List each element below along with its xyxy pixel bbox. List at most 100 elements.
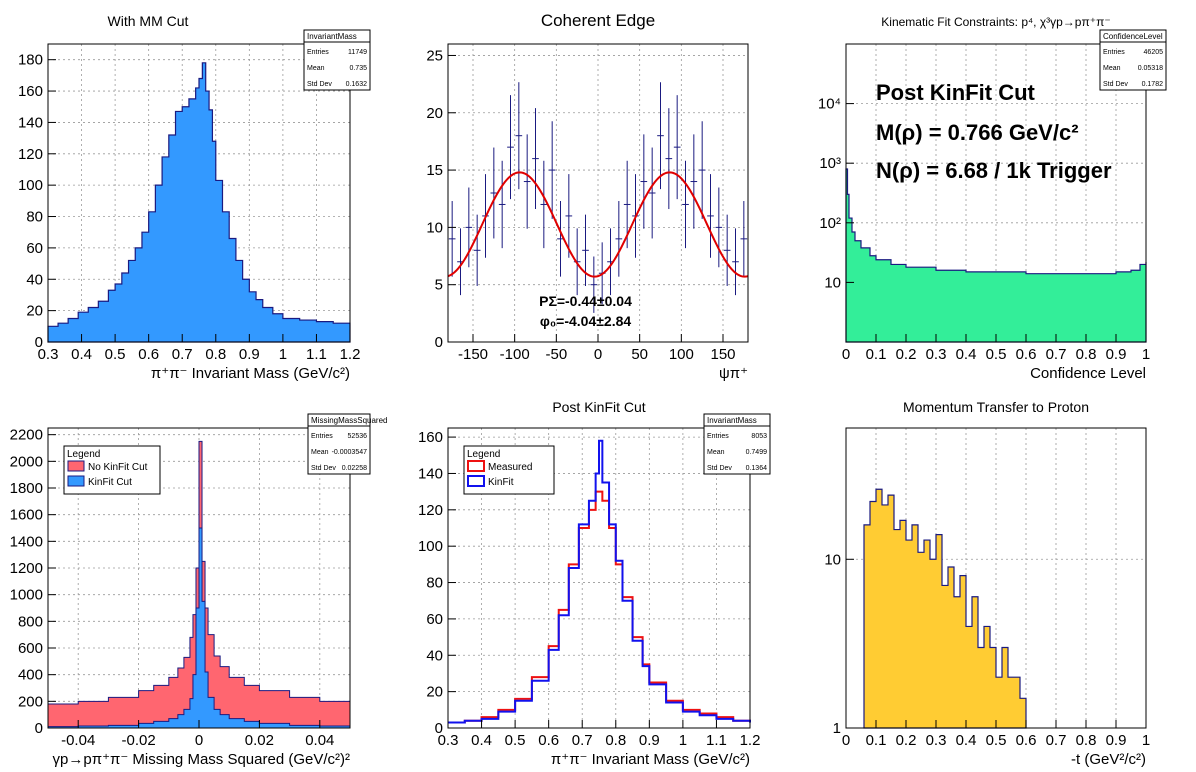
legend-label: Measured	[488, 462, 532, 473]
y-tick-label: 80	[26, 209, 43, 226]
stats-box-frame	[703, 413, 771, 475]
x-tick-label: 0.7	[1046, 346, 1067, 363]
legend-label: KinFit Cut	[88, 477, 132, 488]
x-tick-label: 0.8	[1076, 732, 1097, 749]
stats-value: 0.1782	[1142, 81, 1164, 88]
x-tick-label: 1	[1142, 732, 1150, 749]
x-tick-label: 0.7	[172, 346, 193, 363]
stats-value: -0.0003547	[332, 449, 368, 456]
x-tick-label: 0.7	[572, 732, 593, 749]
x-tick-label: 0.6	[538, 732, 559, 749]
x-tick-label: 0.6	[1016, 346, 1037, 363]
x-tick-label: 0.8	[605, 732, 626, 749]
x-tick-label: 0.3	[926, 732, 947, 749]
chart-title: Momentum Transfer to Proton	[903, 399, 1089, 415]
x-tick-label: 0.5	[105, 346, 126, 363]
stats-label: Std Dev	[307, 81, 332, 88]
x-tick-label: 0.9	[1106, 732, 1127, 749]
x-tick-label: 0.02	[245, 732, 274, 749]
stats-label: Std Dev	[311, 465, 336, 472]
legend-title: Legend	[67, 449, 100, 460]
annotation-phi0: φ₀=-4.04±2.84	[540, 313, 632, 329]
y-tick-label: 160	[418, 429, 443, 446]
x-tick-label: 0.8	[205, 346, 226, 363]
x-tick-label: 0.9	[1106, 346, 1127, 363]
x-tick-label: 1.2	[740, 732, 761, 749]
histogram-series	[47, 527, 351, 729]
stats-box: InvariantMass Entries 8053 Mean 0.7499 Std De…	[703, 413, 771, 475]
x-tick-label: 0.3	[926, 346, 947, 363]
x-tick-label: 0	[842, 732, 850, 749]
stats-box-frame	[303, 29, 371, 91]
x-tick-label: 0.4	[956, 732, 977, 749]
x-axis-label: -t (GeV²/c²)	[1071, 751, 1146, 768]
x-tick-label: 1	[1142, 346, 1150, 363]
stats-label: Mean	[707, 449, 725, 456]
legend: Legend No KinFit Cut KinFit Cut	[63, 445, 161, 495]
x-axis-label: π⁺π⁻ Invariant Mass (GeV/c²)	[151, 365, 350, 382]
plot-frame	[447, 427, 751, 729]
stats-box-title: InvariantMass	[707, 416, 757, 425]
y-tick-label: 1000	[10, 587, 43, 604]
y-tick-label: 2200	[10, 427, 43, 444]
chart-panel: Post KinFit Cut M(ρ) = 0.766 GeV/c² N(ρ) =…	[818, 15, 1167, 382]
y-tick-label: 5	[435, 277, 443, 294]
x-tick-label: 100	[669, 346, 694, 363]
x-tick-label: 0.2	[896, 346, 917, 363]
y-tick-label: 0	[435, 334, 443, 351]
y-tick-label: 400	[18, 667, 43, 684]
y-tick-label: 25	[426, 47, 443, 64]
legend-swatch	[67, 460, 85, 472]
fit-curve	[447, 171, 749, 278]
x-tick-label: 0.5	[986, 346, 1007, 363]
stats-value: 8053	[751, 433, 767, 440]
line-series	[448, 490, 751, 724]
y-tick-label: 1800	[10, 480, 43, 497]
x-tick-label: -0.02	[121, 732, 155, 749]
y-tick-label: 80	[426, 575, 443, 592]
x-tick-label: 1.1	[306, 346, 327, 363]
y-tick-label: 800	[18, 613, 43, 630]
stats-label: Std Dev	[1103, 81, 1128, 88]
stats-value: 0.02258	[342, 465, 367, 472]
x-tick-label: 0	[594, 346, 602, 363]
y-tick-label: 0	[35, 334, 43, 351]
y-tick-label: 10³	[819, 155, 841, 172]
chart-title: Coherent Edge	[541, 11, 655, 30]
x-tick-label: 0.3	[438, 732, 459, 749]
x-tick-label: 0.3	[38, 346, 59, 363]
y-tick-label: 10⁴	[818, 96, 841, 113]
x-tick-label: 0.8	[1076, 346, 1097, 363]
stats-box-title: ConfidenceLevel	[1103, 32, 1163, 41]
stats-box-frame	[1099, 29, 1167, 91]
x-tick-label: 0.4	[71, 346, 92, 363]
legend-swatch	[467, 475, 485, 487]
x-tick-label: 0.9	[639, 732, 660, 749]
legend: Legend Measured KinFit	[463, 445, 555, 495]
x-tick-label: -100	[500, 346, 530, 363]
plot-frame	[47, 43, 351, 343]
stats-value: 0.1364	[746, 465, 768, 472]
y-tick-label: 20	[426, 105, 443, 122]
x-tick-label: -50	[545, 346, 567, 363]
y-tick-label: 200	[18, 693, 43, 710]
stats-label: Entries	[307, 49, 329, 56]
stats-label: Mean	[311, 449, 329, 456]
stats-value: 52536	[348, 433, 368, 440]
y-tick-label: 1600	[10, 507, 43, 524]
line-series	[448, 439, 751, 724]
stats-label: Mean	[1103, 65, 1121, 72]
legend-title: Legend	[467, 449, 500, 460]
stats-box-title: InvariantMass	[307, 32, 357, 41]
chart-panel: -0.04 -0.02 0 0.02 0.04 0 200 400 600 800 1000 1200…	[10, 413, 387, 768]
x-tick-label: 0.04	[305, 732, 334, 749]
y-tick-label: 120	[18, 146, 43, 163]
chart-panel: 0.3 0.4 0.5 0.6 0.7 0.8 0.9 1 1.1 1.2 0 20 40 60 80 100…	[418, 399, 771, 768]
y-tick-label: 180	[18, 52, 43, 69]
x-tick-label: 150	[710, 346, 735, 363]
y-tick-label: 15	[426, 162, 443, 179]
stats-label: Entries	[1103, 49, 1125, 56]
x-axis-label: Confidence Level	[1030, 365, 1146, 382]
y-tick-label: 1200	[10, 560, 43, 577]
